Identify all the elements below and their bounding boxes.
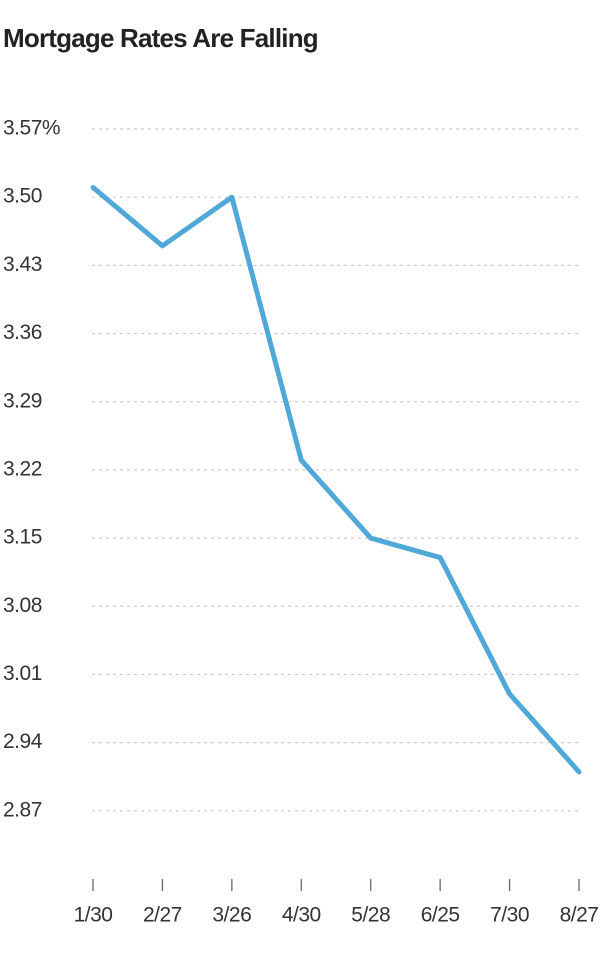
x-tick-label: 2/27 [143,904,182,927]
x-tick-label: 7/30 [490,904,529,927]
x-tick-label: 3/26 [212,904,251,927]
y-tick-label: 3.36 [3,321,42,344]
y-tick-label: 3.43 [3,253,42,276]
y-tick-label: 3.57% [3,117,60,140]
chart-title: Mortgage Rates Are Falling [3,23,318,53]
y-tick-label: 2.94 [3,730,43,753]
y-tick-label: 2.87 [3,798,42,821]
line-series [90,184,582,775]
y-tick-label: 3.50 [3,185,42,208]
y-tick-label: 3.15 [3,526,42,549]
y-tick-label: 3.01 [3,662,42,685]
x-tick-label: 8/27 [560,904,599,927]
x-tick-label: 5/28 [351,904,390,927]
y-tick-label: 3.08 [3,594,42,617]
x-tick-label: 4/30 [282,904,321,927]
y-tick-label: 3.22 [3,457,42,480]
x-tick-label: 1/30 [74,904,113,927]
x-tick-label: 6/25 [421,904,460,927]
y-tick-label: 3.29 [3,389,42,412]
